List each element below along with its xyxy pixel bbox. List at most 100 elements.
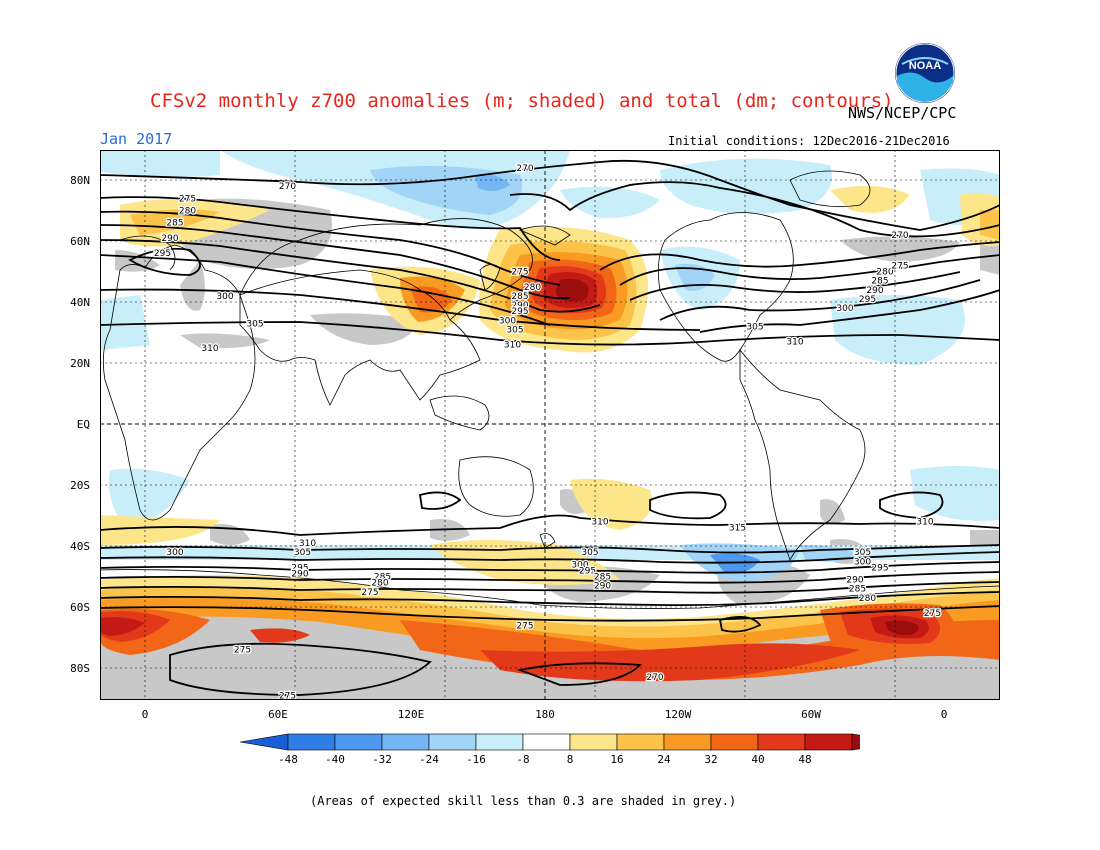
colorbar-swatch — [710, 733, 759, 751]
colorbar-swatch — [287, 733, 336, 751]
lon-label-120w: 120W — [664, 708, 692, 721]
contour-labels: 2702702702752802852902953003053102752802… — [153, 163, 943, 701]
colorbar-swatch — [475, 733, 524, 751]
contour-label: 310 — [591, 518, 608, 528]
contour-label: 290 — [846, 576, 863, 586]
colorbar-tick-label: 8 — [566, 753, 574, 766]
lon-label-0-east: 0 — [940, 708, 948, 721]
contour-label: 285 — [166, 219, 183, 229]
colorbar-swatch — [851, 733, 905, 751]
colorbar-swatch — [334, 733, 383, 751]
contour-label: 305 — [294, 548, 311, 558]
initial-conditions: Initial conditions: 12Dec2016-21Dec2016 — [668, 134, 950, 148]
colorbar — [239, 733, 905, 755]
contour-label: 285 — [849, 585, 866, 595]
colorbar-swatch — [428, 733, 477, 751]
colorbar-swatch — [569, 733, 618, 751]
equator-dateline — [100, 150, 1000, 700]
contour-label: 280 — [179, 207, 196, 217]
skill-footnote: (Areas of expected skill less than 0.3 a… — [310, 794, 737, 808]
contour-label: 300 — [499, 316, 516, 326]
lon-label-180: 180 — [535, 708, 555, 721]
contour-label: 275 — [234, 646, 251, 656]
contour-label: 275 — [511, 268, 528, 278]
height-contours — [100, 159, 1000, 696]
contour-label: 290 — [594, 582, 611, 592]
colorbar-swatch — [616, 733, 665, 751]
contour-label: 300 — [571, 560, 588, 570]
lon-label-60w: 60W — [801, 708, 821, 721]
forecast-month: Jan 2017 — [100, 130, 173, 148]
contour-label: 310 — [504, 341, 521, 351]
contour-label: 270 — [279, 182, 296, 192]
colorbar-tick-label: 48 — [798, 753, 812, 766]
contour-label: 275 — [179, 194, 196, 204]
contour-label: 290 — [291, 569, 308, 579]
contour-label: 285 — [871, 277, 888, 287]
positive-anomalies — [100, 186, 1000, 682]
colorbar-swatch — [381, 733, 430, 751]
negative-anomalies — [100, 150, 1000, 582]
contour-label: 290 — [511, 301, 528, 311]
contour-label: 310 — [299, 539, 316, 549]
lat-label-20n: 20N — [70, 357, 90, 370]
logo-lettering: NOAA — [909, 60, 941, 72]
contour-label: 305 — [581, 548, 598, 558]
contour-label: 305 — [854, 548, 871, 558]
contour-label: 310 — [201, 344, 218, 354]
contour-label: 275 — [891, 261, 908, 271]
contour-label: 310 — [916, 518, 933, 528]
colorbar-tick-label: -32 — [372, 753, 392, 766]
contour-label: 310 — [786, 338, 803, 348]
noaa-logo: NOAA — [894, 42, 956, 104]
contour-label: 280 — [524, 283, 541, 293]
contour-label: 285 — [374, 573, 391, 583]
lat-label-40s: 40S — [70, 540, 90, 553]
contour-label: 305 — [746, 322, 763, 332]
colorbar-swatch — [522, 733, 571, 751]
map-panel: 270 270 270 275 280 285 290 295 300 305 310 275 280 2… — [100, 150, 1000, 704]
contour-label: 315 — [729, 524, 746, 534]
contour-label: 280 — [876, 268, 893, 278]
contour-label: 305 — [246, 319, 263, 329]
contour-label: 295 — [859, 295, 876, 305]
colorbar-tick-label: -8 — [516, 753, 530, 766]
contour-label: 280 — [371, 579, 388, 589]
anomaly-map: 2702702702752802852902953003053102752802… — [100, 150, 1000, 700]
contour-label: 300 — [216, 292, 233, 302]
contour-label: 280 — [859, 594, 876, 604]
contour-label: 290 — [161, 234, 178, 244]
lon-label-0: 0 — [141, 708, 149, 721]
contour-label: 270 — [516, 164, 533, 174]
contour-label: 295 — [154, 249, 171, 259]
colorbar-tick-label: 24 — [657, 753, 671, 766]
contour-label: 295 — [871, 563, 888, 573]
contour-label: 295 — [579, 566, 596, 576]
contour-label: 305 — [506, 325, 523, 335]
contour-label: 275 — [279, 692, 296, 701]
contour-label: 275 — [361, 588, 378, 598]
contour-label: 275 — [924, 609, 941, 619]
colorbar-tick-label: 32 — [704, 753, 718, 766]
contour-label: 300 — [836, 304, 853, 314]
lat-label-eq: EQ — [76, 418, 90, 431]
contour-label: 300 — [166, 548, 183, 558]
colorbar-tick-label: -16 — [466, 753, 486, 766]
lat-label-20s: 20S — [70, 479, 90, 492]
coastlines — [100, 170, 1000, 609]
contour-label: 300 — [854, 557, 871, 567]
colorbar-swatch — [757, 733, 806, 751]
contour-label: 295 — [291, 563, 308, 573]
contour-label: 285 — [511, 292, 528, 302]
agency-label: NWS/NCEP/CPC — [848, 104, 957, 122]
colorbar-tick-label: 40 — [751, 753, 765, 766]
contour-label: 270 — [646, 673, 663, 683]
contour-label: 285 — [594, 573, 611, 583]
colorbar-tick-label: -48 — [278, 753, 298, 766]
lat-label-60s: 60S — [70, 601, 90, 614]
lat-label-40n: 40N — [70, 296, 90, 309]
contour-label: 270 — [891, 231, 908, 241]
lat-label-80s: 80S — [70, 662, 90, 675]
contour-label: 275 — [516, 621, 533, 631]
lat-label-80n: 80N — [70, 174, 90, 187]
